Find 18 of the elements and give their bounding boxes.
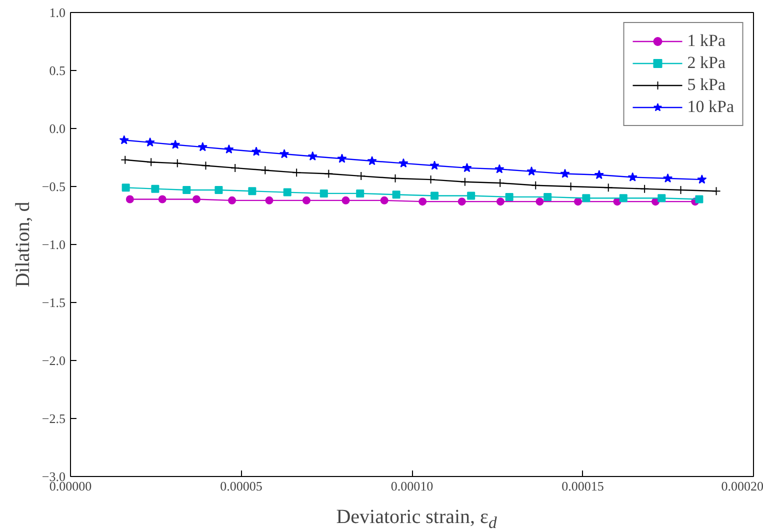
legend-label: 1 kPa	[687, 31, 726, 51]
y-tick-label: −2.0	[42, 353, 66, 368]
y-axis-title: Dilation, d	[12, 202, 34, 288]
legend-label: 10 kPa	[687, 97, 734, 117]
x-tick-label: 0.00010	[390, 478, 434, 494]
y-tick-label: 0.5	[49, 63, 66, 78]
x-tick-label: 0.00015	[562, 478, 604, 494]
legend-label: 5 kPa	[687, 75, 726, 95]
x-axis-title: Deviatoric strain, ε$_{d}$	[336, 505, 497, 530]
y-tick-label: 0.0	[49, 121, 66, 136]
y-tick-label: −2.5	[42, 411, 66, 426]
y-tick-label: −0.5	[42, 179, 66, 194]
y-tick-label: 1.0	[49, 5, 66, 20]
y-tick-label: −1.5	[42, 295, 66, 310]
x-tick-label: 0.00020	[721, 478, 763, 494]
y-tick-label: −1.0	[42, 237, 66, 252]
x-tick-label: 0.00005	[220, 478, 262, 494]
legend-label: 2 kPa	[687, 53, 726, 73]
